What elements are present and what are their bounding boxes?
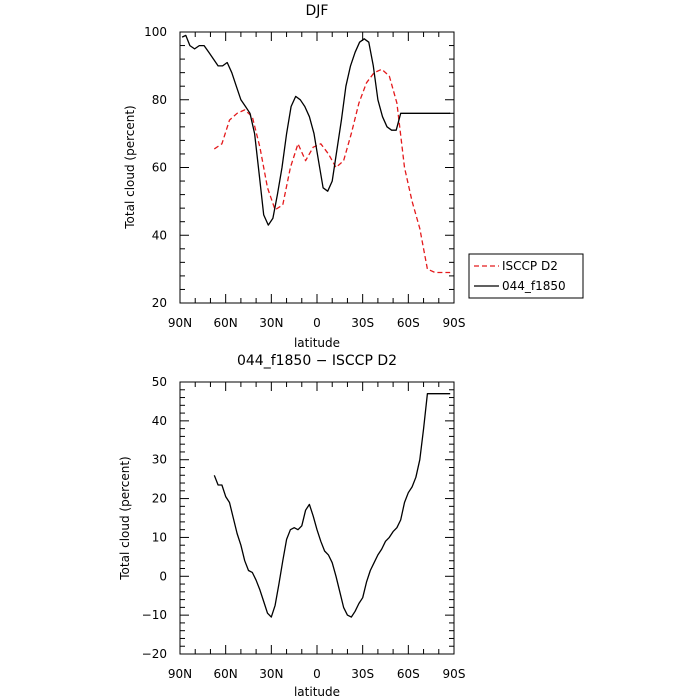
series-lines [213,393,451,618]
y-tick-label: 20 [152,296,167,310]
x-axis-label: latitude [294,336,340,350]
djf-panel: DJF 90N 60N 30N 0 30S 60S 90S 20 40 60 80 100 latit… [123,3,584,350]
ticks: 90N 60N 30N 0 30S 60S 90S 20 40 60 80 100 [144,25,465,330]
y-axis-label: Total cloud (percent) [118,456,132,580]
legend-label-model: 044_f1850 [502,279,566,293]
x-tick-label: 60S [397,667,420,681]
series-line-isccp-d2 [213,68,451,274]
y-tick-label: 60 [152,161,167,175]
y-tick-label: 80 [152,93,167,107]
y-tick-label: 30 [152,453,167,467]
y-tick-label: 10 [152,530,167,544]
legend-label-isccp: ISCCP D2 [502,259,558,273]
y-tick-label: 50 [152,375,167,389]
x-tick-label: 90N [168,667,192,681]
plot-frame [179,381,455,655]
x-tick-label: 90S [443,667,466,681]
y-tick-label: 40 [152,414,167,428]
x-tick-label: 30N [259,316,283,330]
series-line-044-f1850 [181,34,451,226]
x-tick-label: 0 [313,667,321,681]
x-tick-label: 60N [214,316,238,330]
ticks: 90N 60N 30N 0 30S 60S 90S −20 −10 0 10 20 30 40 50 [142,375,466,681]
plot-frame [179,31,455,304]
legend: ISCCP D2 044_f1850 [468,253,584,299]
y-tick-label: 100 [144,25,167,39]
y-tick-label: 0 [159,569,167,583]
x-tick-label: 60N [214,667,238,681]
x-tick-label: 30N [259,667,283,681]
chart-title: 044_f1850 − ISCCP D2 [237,353,397,369]
x-tick-label: 90S [443,316,466,330]
y-tick-label: −20 [142,647,167,661]
series-lines [181,34,451,274]
x-tick-label: 0 [313,316,321,330]
x-axis-label: latitude [294,685,340,699]
difference-panel: 044_f1850 − ISCCP D2 90N 60N 30N 0 30S 60S 90S… [118,353,465,699]
chart-title: DJF [306,3,329,19]
y-axis-label: Total cloud (percent) [123,105,137,229]
x-tick-label: 90N [168,316,192,330]
x-tick-label: 30S [351,667,374,681]
x-tick-label: 30S [351,316,374,330]
legend-box [468,253,584,299]
y-tick-label: −10 [142,608,167,622]
y-tick-label: 40 [152,228,167,242]
y-tick-label: 20 [152,492,167,506]
series-line-difference [213,393,451,618]
x-tick-label: 60S [397,316,420,330]
